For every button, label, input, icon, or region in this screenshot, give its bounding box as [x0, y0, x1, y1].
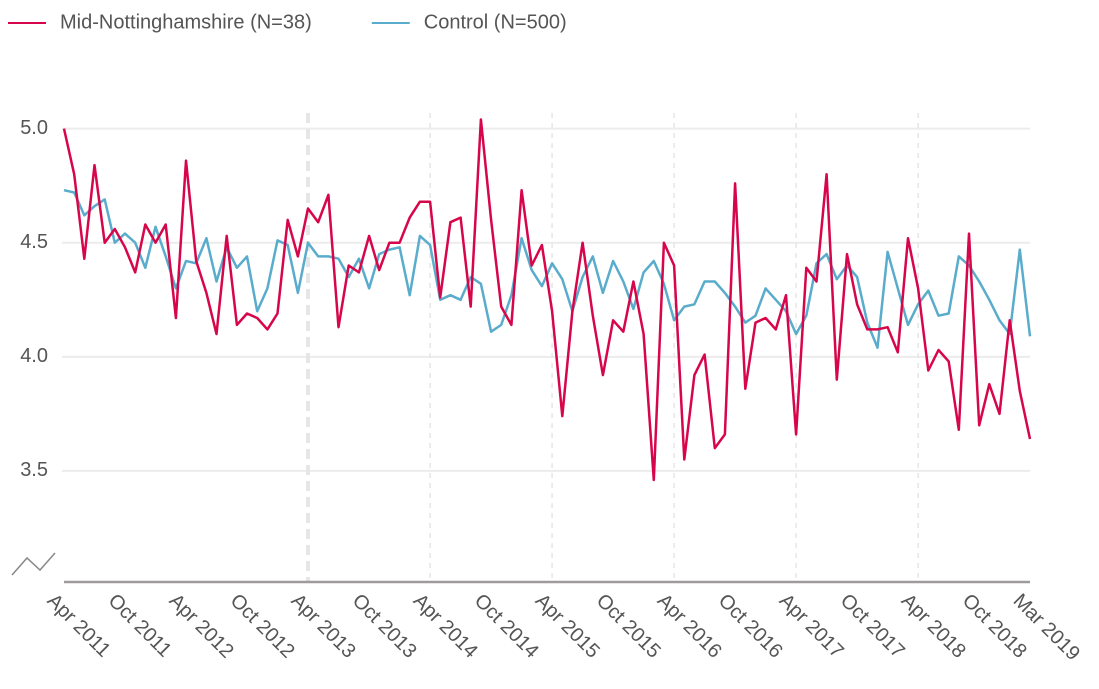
- x-tick-label: Apr 2016: [653, 590, 726, 663]
- series-line: [63, 188, 1032, 349]
- x-tick-label: Oct 2013: [348, 590, 421, 663]
- x-tick-label: Apr 2015: [531, 590, 604, 663]
- legend-label: Mid-Nottinghamshire (N=38): [60, 11, 312, 33]
- y-tick-label: 3.5: [20, 459, 48, 481]
- x-tick-label: Apr 2011: [43, 590, 115, 662]
- x-tick-label: Apr 2012: [165, 590, 238, 663]
- x-tick-label: Oct 2016: [714, 590, 787, 663]
- x-tick-label: Oct 2017: [836, 590, 909, 663]
- x-tick-label: Apr 2017: [775, 590, 848, 663]
- x-tick-label: Oct 2014: [470, 590, 543, 663]
- axis-break: [11, 552, 56, 576]
- y-tick-label: 5.0: [20, 117, 48, 139]
- x-tick-label: Apr 2018: [897, 590, 970, 663]
- x-tick-label: Apr 2013: [287, 590, 360, 663]
- x-tick-label: Oct 2011: [104, 590, 176, 662]
- y-tick-label: 4.5: [20, 231, 48, 253]
- legend-label: Control (N=500): [424, 11, 567, 33]
- x-tick-label: Oct 2015: [592, 590, 665, 663]
- series-line: [62, 118, 1032, 482]
- x-tick-label: Apr 2014: [409, 590, 482, 663]
- x-tick-label: Oct 2012: [226, 590, 299, 663]
- y-tick-label: 4.0: [20, 345, 48, 367]
